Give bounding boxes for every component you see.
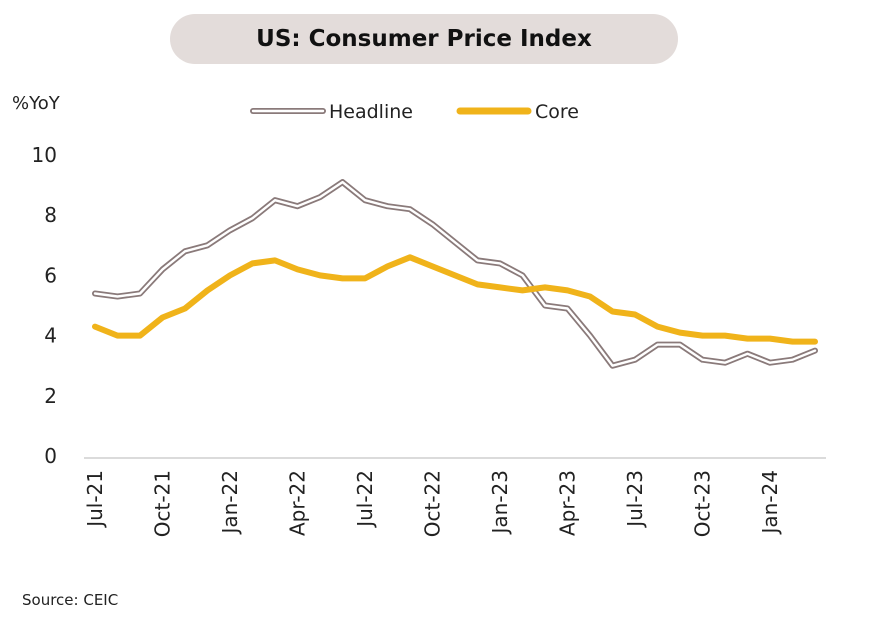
series-core [92,254,818,345]
series-line [92,254,818,345]
y-tick-label: 2 [44,384,57,408]
series-layer [92,179,818,369]
x-axis-ticks: Jul-21 Oct-21 Jan-22 Apr-22 Jul-22 Oct-22 Jan-… [83,470,782,537]
x-tick-label: Jul-21 [83,470,107,529]
x-tick-label: Jan-24 [758,470,782,536]
series-headline [92,179,818,369]
y-axis-unit-label: %YoY [12,93,60,114]
legend-label: Core [535,101,579,123]
x-tick-label: Oct-22 [421,470,445,537]
y-tick-label: 6 [44,263,57,287]
x-tick-label: Jul-23 [623,470,647,529]
x-tick-label: Apr-22 [286,470,310,536]
y-axis-ticks: 0 2 4 6 8 10 [32,143,57,468]
legend-item-headline: Headline [250,101,413,123]
source-note: Source: CEIC [22,591,119,609]
y-tick-label: 8 [44,203,57,227]
x-tick-label: Jul-22 [353,470,377,529]
legend-item-core: Core [456,101,579,123]
x-tick-label: Apr-23 [556,470,580,536]
chart-title: US: Consumer Price Index [170,14,678,64]
y-tick-label: 4 [44,324,57,348]
y-tick-label: 10 [32,143,57,167]
x-tick-label: Oct-21 [151,470,175,537]
x-tick-label: Jan-22 [218,470,242,536]
legend: Headline Core [250,101,579,123]
x-tick-label: Jan-23 [488,470,512,536]
legend-label: Headline [329,101,413,123]
x-tick-label: Oct-23 [691,470,715,537]
y-tick-label: 0 [44,444,57,468]
